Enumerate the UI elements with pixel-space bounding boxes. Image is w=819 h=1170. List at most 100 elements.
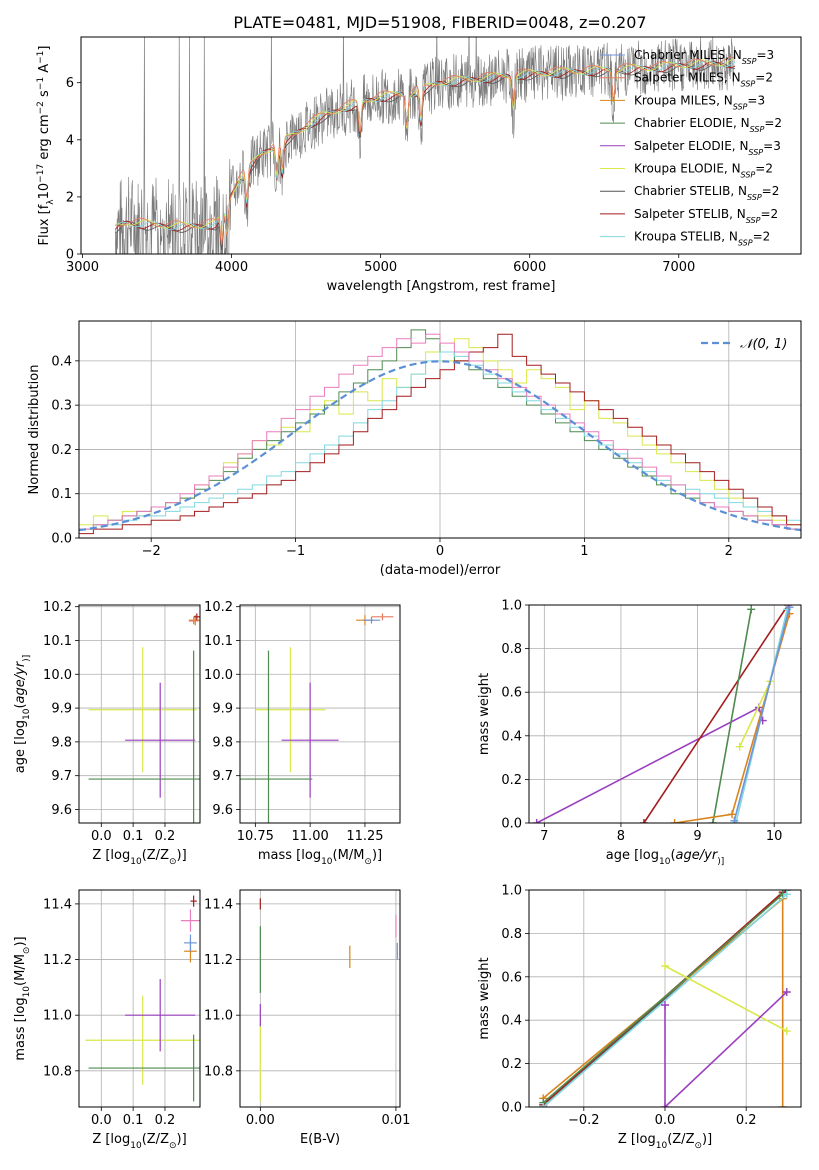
label-part: mass [log (13, 997, 28, 1060)
x-tick-label: 0.1 (123, 829, 144, 844)
legend-series-name: Chabrier ELODIE (634, 116, 733, 130)
mass-weight-line (643, 605, 789, 823)
legend-n-label: N (732, 71, 741, 85)
legend-n-sub: SSP (750, 125, 765, 134)
label-part: )] (717, 857, 724, 867)
age_vs_mass-plot-area (240, 613, 394, 823)
mass-weight-marker (661, 1103, 669, 1107)
label-part: Z [log (92, 848, 130, 863)
label-part: erg cm (37, 114, 52, 163)
legend-entry: Kroupa MILES, NSSP=3 (634, 93, 765, 111)
data-point (240, 650, 313, 823)
label-part: ( (142, 1132, 147, 1147)
y-tick-label: 9.7 (51, 769, 72, 784)
x-tick-label: 10.75 (237, 829, 274, 844)
y-tick-label: 2 (66, 190, 74, 205)
data-point (193, 613, 200, 621)
label-part: )] (702, 1132, 712, 1147)
mass-weight-marker (782, 890, 791, 899)
y-tick-label: 0.4 (51, 354, 72, 369)
residuals-plot-area (79, 329, 801, 535)
y-axis-label: mass [log10(M/M⊙)] (13, 936, 32, 1060)
normal-legend-label: 𝒩(0, 1) (740, 337, 787, 352)
y-tick-label: 10.1 (43, 634, 72, 649)
label-part: M/M (13, 954, 28, 981)
label-part: ( (142, 848, 147, 863)
legend-n-value: 3 (757, 93, 765, 107)
mass-weight-marker (785, 605, 794, 612)
data-point (88, 650, 200, 823)
x-tick-label: 0.0 (91, 829, 112, 844)
observed-spectrum-line (115, 37, 736, 254)
weight_vs_age-plot-area (532, 605, 794, 823)
y-tick-label: 10.8 (43, 1064, 72, 1079)
histogram-step-line (79, 333, 801, 530)
y-tick-label: 0.8 (501, 642, 522, 657)
legend-n-value: 2 (765, 162, 773, 176)
x-tick-label: 11.00 (292, 829, 329, 844)
mass-weight-line (664, 965, 788, 1032)
label-part: age [log (606, 848, 659, 863)
label-part: Flux [f (37, 204, 52, 245)
x-tick-label: 2 (725, 544, 733, 559)
label-part: 10 (130, 1141, 142, 1151)
legend-series-name: Kroupa ELODIE (634, 162, 724, 176)
x-tick-label: 0.2 (155, 829, 176, 844)
label-part: ⊙ (169, 857, 177, 867)
mass-weight-marker (661, 961, 669, 970)
label-part: ⊙ (364, 857, 372, 867)
y-axis-label: Flux [fλ10−17 erg cm−2 s−1 A−1] (36, 46, 56, 246)
legend-separator: , (724, 162, 732, 176)
mass-weight-marker (539, 1103, 548, 1107)
mass-weight-line (733, 606, 791, 822)
y-tick-label: 10.2 (204, 600, 233, 615)
label-part: 10 (22, 708, 32, 720)
legend-entry: Chabrier MILES, NSSP=3 (634, 48, 774, 66)
legend-n-label: N (741, 116, 750, 130)
legend-n-value: 2 (765, 71, 773, 85)
mass-weight-line (712, 609, 752, 823)
label-part: −1 (36, 51, 46, 64)
y-tick-label: 11.0 (204, 1009, 233, 1024)
mass-weight-marker (639, 819, 648, 823)
x-axis-label: age [log10(age/yr)] (606, 848, 724, 867)
x-tick-label: 7000 (662, 260, 695, 275)
age_vs_Z-plot-area (88, 613, 200, 823)
mass_vs_ebv-panel: 0.00 0.01 10.8 11.0 11.2 11.4 E(B-V) (204, 889, 410, 1147)
legend-entry: Kroupa STELIB, NSSP=2 (634, 230, 770, 248)
mass-weight-line (542, 893, 788, 1107)
legend-n-sub: SSP (741, 79, 756, 88)
label-part: ( (667, 1132, 672, 1147)
x-tick-label: −0.2 (568, 1113, 600, 1128)
mass-weight-marker (532, 819, 541, 823)
label-part: age/yr (13, 660, 28, 703)
label-part: s (37, 90, 52, 101)
label-part: −2 (36, 101, 46, 114)
x-tick-label: 10 (766, 829, 783, 844)
y-tick-label: 11.0 (43, 1009, 72, 1024)
data-point (125, 979, 196, 1052)
label-part: ( (13, 703, 28, 708)
legend-entry: Salpeter ELODIE, NSSP=3 (634, 139, 781, 157)
y-axis-label: age [log10(age/yr)] (13, 655, 32, 773)
x-tick-label: 11.25 (346, 829, 383, 844)
normal-curve-line (79, 360, 801, 532)
y-tick-label: 0.1 (51, 487, 72, 502)
y-tick-label: 10.8 (204, 1064, 233, 1079)
y-tick-label: 9.9 (51, 702, 72, 717)
label-part: )] (177, 1132, 187, 1147)
y-tick-label: 0.0 (51, 532, 72, 547)
legend-n-label: N (729, 230, 738, 244)
y-tick-label: 0.4 (501, 729, 522, 744)
x-axis-label: mass [log10(M/M⊙)] (258, 848, 382, 867)
legend-series-name: Salpeter ELODIE (634, 139, 732, 153)
legend-separator: , (730, 184, 738, 198)
label-part: 10 (37, 183, 52, 200)
label-part: −17 (36, 164, 46, 183)
y-tick-label: 9.6 (51, 803, 72, 818)
legend-separator: , (721, 230, 729, 244)
legend-n-label: N (732, 162, 741, 176)
